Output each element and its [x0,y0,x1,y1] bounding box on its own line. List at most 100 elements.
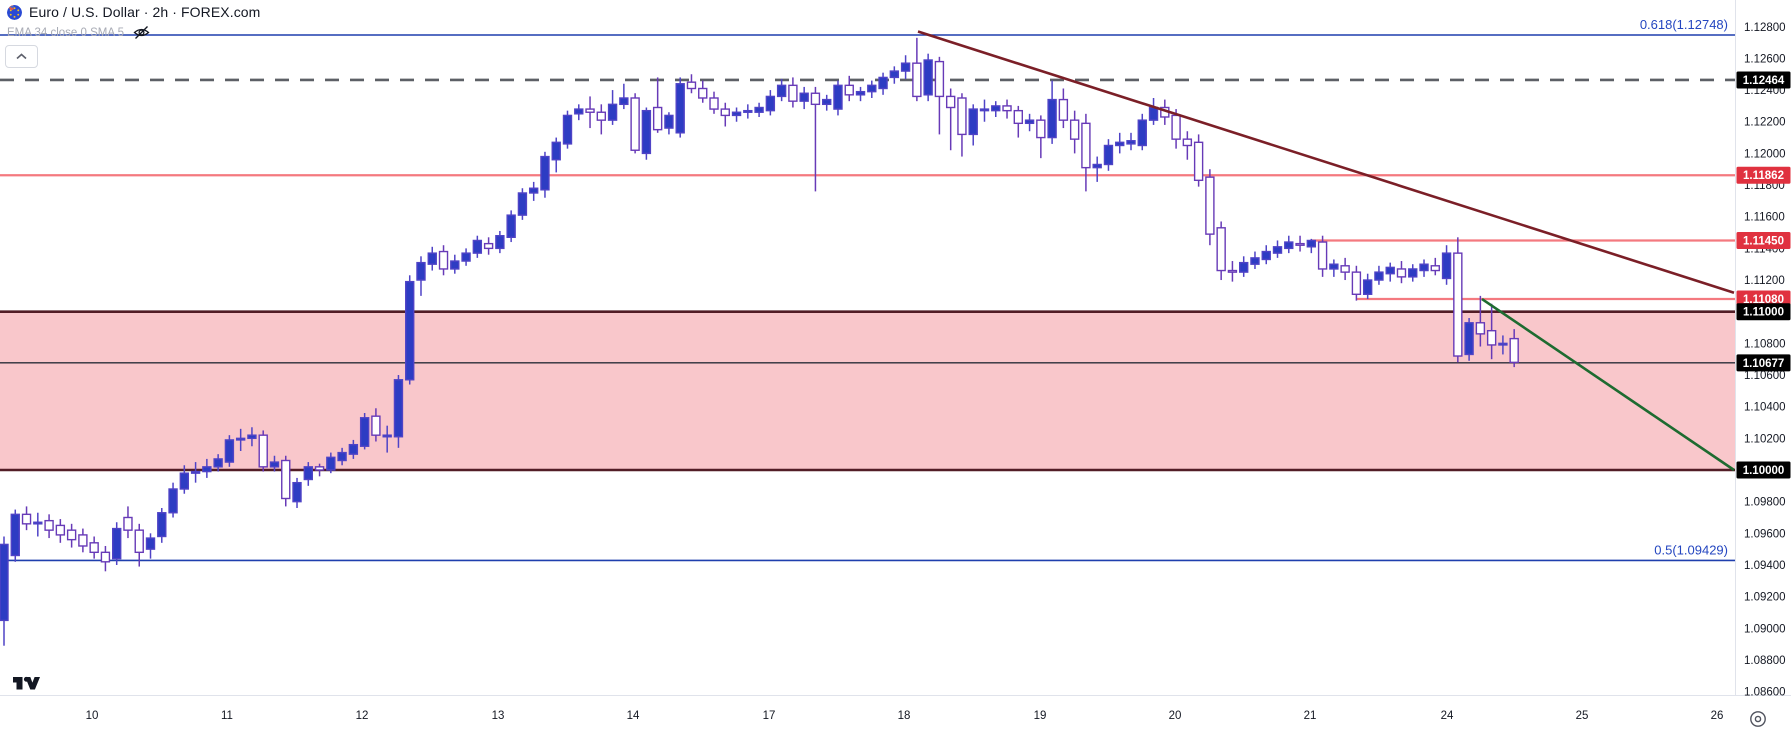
candle [202,458,212,478]
price-tick-label: 1.10600 [1744,370,1786,382]
tradingview-logo[interactable] [12,674,41,698]
candle-body [1115,141,1125,147]
candle-body [224,439,235,463]
candle [652,77,663,133]
fib-level[interactable]: 0.5(1.09429) [0,542,1735,562]
candle-body [1453,252,1463,357]
candle-body [495,235,505,250]
candle-body [799,92,809,102]
candle [292,477,302,508]
candle-body [562,114,573,145]
candle-body [438,250,449,270]
candle-body [1126,140,1136,145]
candle-body [934,60,945,98]
trendline-descending-resistance[interactable] [917,30,1735,294]
symbol-header[interactable]: Euro / U.S. Dollar · 2h · FOREX.com [7,4,260,20]
time-axis[interactable]: 10 11 12 13 14 17 18 19 20 21 24 25 26 [86,710,1724,722]
eye-off-icon[interactable] [133,25,150,40]
candle-body [1374,271,1384,281]
candle [1509,329,1519,368]
price-badge-text: 1.10000 [1743,465,1785,477]
candle [1205,169,1215,246]
candle-body [698,87,708,99]
candle-body [945,95,956,109]
date-tick-label: 24 [1441,710,1454,722]
price-tick-label: 1.09800 [1744,497,1786,509]
candle [641,107,652,160]
candle [1126,132,1136,151]
candle-body [1284,241,1294,250]
candle [55,519,66,543]
price-badge-bg [1736,354,1791,372]
clock-icon[interactable] [1747,708,1769,734]
candle [810,86,821,192]
candle [698,80,708,103]
candle [585,96,595,129]
symbol-title[interactable]: Euro / U.S. Dollar · 2h · FOREX.com [29,4,261,20]
candle [134,523,144,567]
candle-body [1250,257,1260,265]
candle [528,181,539,201]
eu-flag-icon [7,4,22,20]
candle [168,482,178,518]
candle-body [461,252,471,262]
candle [1486,303,1497,360]
candle [1329,259,1339,277]
candle-body [776,84,787,98]
price-tick-label: 1.08800 [1744,655,1786,667]
price-badge-bg [1736,303,1791,321]
candle [111,522,122,565]
candle [179,465,190,494]
candle [224,435,235,467]
candle-body [855,90,866,96]
candle-body [44,519,54,531]
candle [833,80,843,116]
candle-body [89,542,99,554]
candle [1261,245,1271,265]
indicator-legend[interactable]: EMA 34 close 0 SMA 5 [7,25,150,40]
candle-body [1036,119,1046,139]
support-zone[interactable] [0,310,1735,472]
candle [393,375,404,448]
candle [145,533,156,559]
trendline-bearish-projection[interactable] [1481,297,1735,472]
fib-level-label: 0.618(1.12748) [1640,17,1728,32]
price-badge-bg [1736,166,1791,184]
candle [472,235,483,258]
candle [1419,259,1429,277]
candle [382,425,392,453]
candle [540,151,550,198]
candle [720,102,730,127]
candle-body [213,458,223,468]
candle [1295,235,1305,252]
indicator-label[interactable]: EMA 34 close 0 SMA 5 [7,26,124,39]
candle-body [1216,227,1226,272]
candle [867,80,877,98]
candle-body [506,214,516,238]
candle-body [359,417,370,447]
candle-body [1408,268,1418,278]
candle-body [878,76,888,90]
candle-body [788,84,798,102]
candle [754,102,764,117]
candle [889,66,900,84]
candle [303,462,313,486]
fib-level[interactable]: 0.618(1.12748) [0,17,1735,36]
candle-body [314,466,325,471]
date-tick-label: 12 [356,710,369,722]
candle-body [337,451,347,462]
date-tick-label: 25 [1576,710,1589,722]
candle [21,506,32,531]
candle-body [743,109,753,113]
candle-body [1509,337,1519,364]
candle-body [574,108,584,115]
price-badge: 1.10000 [1736,461,1791,479]
date-tick-label: 18 [898,710,911,722]
candle [991,101,1001,117]
candle-body [844,84,854,96]
candle [506,210,516,243]
candle-body [1103,144,1114,166]
price-tick-label: 1.11200 [1744,275,1785,287]
collapse-legend-button[interactable] [5,45,38,68]
